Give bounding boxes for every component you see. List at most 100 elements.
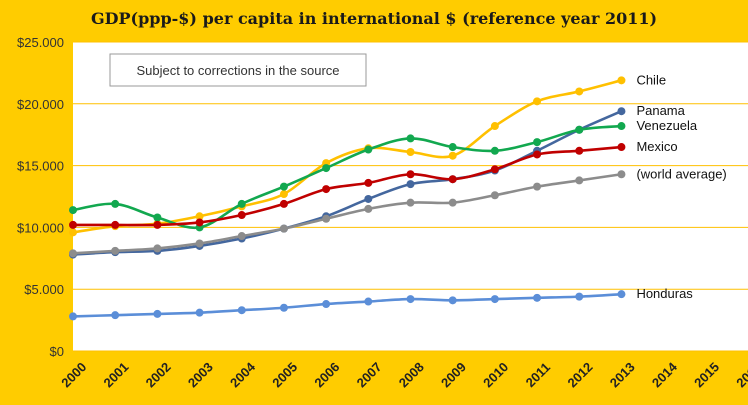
data-point — [69, 249, 77, 258]
plot-area — [73, 42, 748, 351]
data-point — [617, 143, 626, 152]
x-tick-label: 2006 — [311, 359, 342, 390]
data-point — [533, 182, 542, 191]
data-point — [111, 246, 120, 255]
data-point — [69, 312, 77, 321]
data-point — [322, 300, 331, 309]
y-tick-label: $0 — [50, 344, 64, 359]
x-tick-label: 2000 — [58, 359, 89, 390]
x-tick-label: 2012 — [565, 359, 596, 390]
data-point — [575, 292, 584, 301]
x-tick-label: 2016 — [733, 359, 748, 390]
data-point — [406, 148, 415, 157]
series-label: (world average) — [636, 166, 726, 181]
y-tick-label: $20.000 — [17, 97, 64, 112]
x-tick-label: 2007 — [354, 359, 385, 390]
data-point — [111, 220, 120, 229]
x-tick-label: 2013 — [607, 359, 638, 390]
data-point — [364, 297, 373, 306]
data-point — [533, 293, 542, 302]
y-tick-label: $25.000 — [17, 35, 64, 50]
data-point — [195, 308, 204, 317]
data-point — [69, 206, 77, 215]
x-tick-label: 2008 — [396, 359, 427, 390]
data-point — [364, 145, 373, 154]
data-point — [575, 176, 584, 185]
data-point — [575, 87, 584, 96]
data-point — [153, 244, 162, 253]
data-point — [448, 143, 457, 152]
note-text: Subject to corrections in the source — [136, 63, 339, 78]
data-point — [406, 180, 415, 189]
data-point — [153, 309, 162, 318]
data-point — [111, 311, 120, 320]
data-point — [322, 214, 331, 223]
data-point — [237, 199, 246, 208]
data-point — [279, 182, 288, 191]
data-point — [279, 199, 288, 208]
data-point — [448, 296, 457, 305]
x-tick-label: 2004 — [227, 359, 259, 391]
series-label: Honduras — [636, 286, 693, 301]
data-point — [448, 198, 457, 207]
data-point — [617, 107, 626, 116]
data-point — [237, 306, 246, 315]
data-point — [69, 220, 77, 229]
y-tick-label: $5.000 — [24, 282, 64, 297]
x-tick-label: 2001 — [100, 359, 131, 390]
data-point — [279, 224, 288, 233]
data-point — [617, 290, 626, 299]
x-tick-label: 2003 — [185, 359, 216, 390]
data-point — [364, 194, 373, 203]
data-point — [448, 151, 457, 160]
data-point — [279, 190, 288, 199]
data-point — [617, 122, 626, 131]
x-tick-label: 2002 — [143, 359, 174, 390]
y-tick-label: $15.000 — [17, 159, 64, 174]
data-point — [153, 220, 162, 229]
data-point — [195, 218, 204, 227]
x-tick-label: 2011 — [523, 360, 554, 391]
x-tick-label: 2010 — [480, 359, 511, 390]
data-point — [406, 295, 415, 304]
data-point — [575, 125, 584, 134]
data-point — [237, 211, 246, 220]
data-point — [490, 295, 499, 304]
chart-title: GDP(ppp-$) per capita in international $… — [90, 9, 658, 28]
data-point — [279, 303, 288, 312]
data-point — [322, 164, 331, 173]
data-point — [490, 165, 499, 174]
x-tick-label: 2009 — [438, 359, 469, 390]
note-box-frame — [109, 53, 367, 87]
data-point — [490, 146, 499, 155]
data-point — [533, 150, 542, 159]
series-label: Venezuela — [636, 118, 697, 133]
data-point — [448, 175, 457, 184]
series-label: Panama — [636, 103, 685, 118]
data-point — [69, 228, 77, 237]
data-point — [111, 199, 120, 208]
x-tick-label: 2015 — [691, 359, 722, 390]
x-tick-label: 2014 — [649, 359, 681, 391]
data-point — [195, 239, 204, 248]
data-point — [490, 122, 499, 131]
series-label: Mexico — [636, 139, 677, 154]
data-point — [153, 213, 162, 222]
series-label: Chile — [636, 72, 666, 87]
data-point — [406, 170, 415, 179]
data-point — [617, 76, 626, 85]
data-point — [195, 212, 204, 221]
data-point — [322, 185, 331, 194]
data-point — [406, 198, 415, 207]
data-point — [533, 97, 542, 106]
data-point — [533, 138, 542, 147]
data-point — [406, 134, 415, 143]
note-box: Subject to corrections in the source — [109, 53, 367, 87]
data-point — [364, 204, 373, 213]
data-point — [490, 191, 499, 200]
data-point — [237, 232, 246, 241]
data-point — [364, 178, 373, 187]
